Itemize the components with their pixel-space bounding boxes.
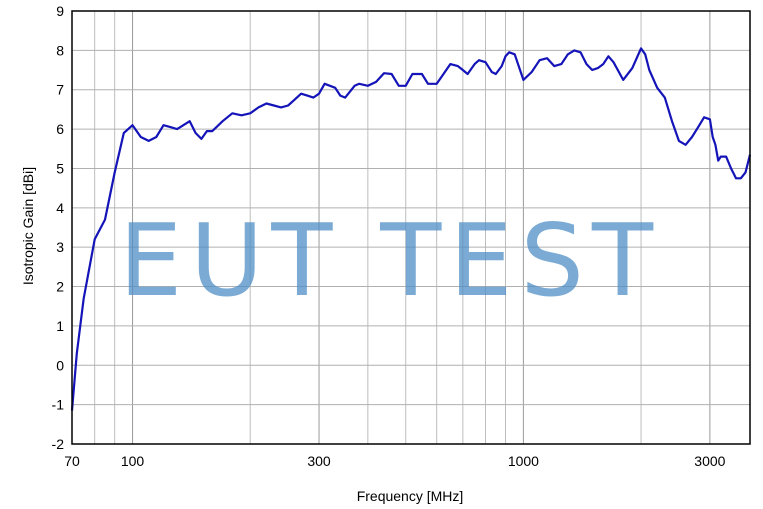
y-tick-label: 3 bbox=[56, 239, 64, 255]
plot-frame bbox=[71, 10, 751, 445]
y-tick-label: 8 bbox=[56, 42, 64, 58]
x-tick-label: 70 bbox=[64, 453, 80, 469]
grid bbox=[72, 11, 750, 444]
x-tick-label: 100 bbox=[121, 453, 145, 469]
watermark-layer: EUT TEST bbox=[119, 202, 661, 319]
series-line bbox=[70, 47, 752, 411]
y-tick-label: 5 bbox=[56, 160, 64, 176]
x-tick-label: 1000 bbox=[508, 453, 539, 469]
y-tick-label: 0 bbox=[56, 357, 64, 373]
y-tick-label: -1 bbox=[52, 397, 65, 413]
y-axis-title: Isotropic Gain [dBi] bbox=[20, 167, 36, 285]
y-tick-label: 1 bbox=[56, 318, 64, 334]
x-tick-label: 3000 bbox=[694, 453, 725, 469]
watermark: EUT TEST bbox=[119, 202, 661, 319]
x-tick-label: 300 bbox=[307, 453, 331, 469]
y-tick-label: 6 bbox=[56, 121, 64, 137]
x-axis-title: Frequency [MHz] bbox=[357, 488, 464, 504]
y-tick-label: 2 bbox=[56, 279, 64, 295]
y-tick-label: -2 bbox=[52, 436, 65, 452]
y-tick-label: 4 bbox=[56, 200, 64, 216]
y-tick-label: 7 bbox=[56, 82, 64, 98]
tick-labels: -2 -1 0 1 2 3 4 5 6 7 8 9 70 100 300 1000 3000 bbox=[52, 3, 726, 469]
series-layer bbox=[70, 47, 752, 411]
y-tick-label: 9 bbox=[56, 3, 64, 19]
